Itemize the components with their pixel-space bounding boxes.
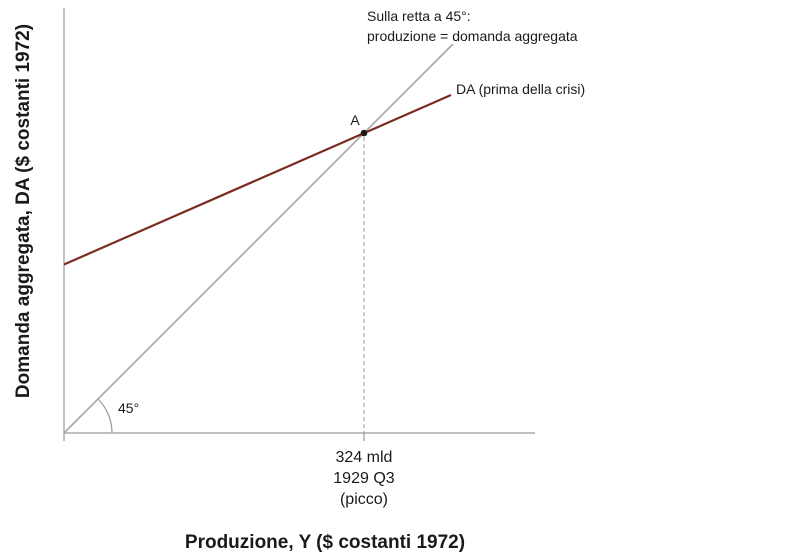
point-a-label: A	[350, 112, 360, 128]
x-tick-label-period: 1929 Q3	[333, 470, 394, 487]
series-label-da: DA (prima della crisi)	[456, 81, 585, 97]
point-a	[360, 129, 368, 137]
angle-label: 45°	[118, 400, 139, 416]
angle-arc	[97, 398, 113, 434]
series-label-45-line-1: Sulla retta a 45°:	[367, 8, 471, 24]
x-tick-label-note: (picco)	[340, 491, 388, 508]
series-line-45-degree	[63, 43, 454, 434]
x-axis-title: Produzione, Y ($ costanti 1972)	[185, 532, 465, 553]
y-axis-title: Domanda aggregata, DA ($ costanti 1972)	[13, 24, 34, 398]
series-label-45-line-2: produzione = domanda aggregata	[367, 28, 578, 44]
series-line-da	[63, 94, 452, 266]
x-tick-label-value: 324 mld	[336, 449, 393, 466]
